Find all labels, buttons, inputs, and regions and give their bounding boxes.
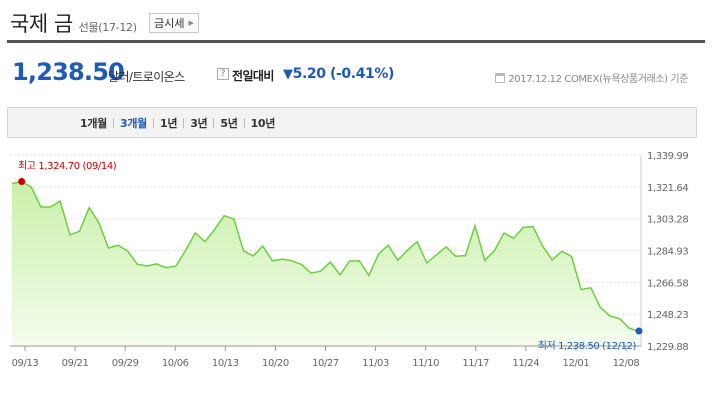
tab-1-month[interactable]: 1개월 — [80, 116, 107, 130]
price-unit: 달러/트로이온스 — [108, 70, 185, 84]
gold-price-button-label: 금시세 — [154, 17, 185, 30]
x-tick-label: 11/03 — [362, 358, 389, 369]
x-tick-label: 12/01 — [563, 358, 590, 369]
period-tabs: 1개월 3개월 1년 3년 5년 10년 — [7, 107, 697, 138]
compare-label: 전일대비 — [232, 69, 274, 83]
contract-subtitle: 선물(17-12) — [78, 21, 137, 34]
calendar-icon — [495, 72, 506, 83]
price-area — [12, 181, 639, 346]
tab-3-months[interactable]: 3개월 — [120, 116, 147, 130]
date-source-info: 2017.12.12 COMEX(뉴욕상품거래소) 기준 — [495, 70, 688, 85]
tab-1-year[interactable]: 1년 — [160, 116, 178, 130]
x-tick-label: 09/13 — [12, 358, 39, 369]
title-divider — [7, 40, 705, 43]
x-tick-label: 10/13 — [212, 358, 239, 369]
y-tick-label: 1,266.58 — [647, 278, 688, 289]
x-tick-label: 12/08 — [613, 358, 640, 369]
tab-divider — [243, 117, 245, 128]
price-summary: 1,238.50 달러/트로이온스 ? 전일대비 ▼5.20 (-0.41%) … — [12, 58, 702, 94]
chevron-right-icon: ▶ — [188, 19, 194, 27]
gold-price-button[interactable]: 금시세 ▶ — [149, 13, 199, 33]
down-triangle-icon: ▼ — [283, 67, 293, 82]
help-icon[interactable]: ? — [217, 68, 229, 80]
page-title: 국제 금 — [10, 12, 73, 36]
x-tick-label: 10/06 — [162, 358, 189, 369]
x-tick-label: 11/10 — [412, 358, 439, 369]
y-tick-label: 1,339.99 — [647, 151, 688, 162]
x-tick-label: 11/17 — [462, 358, 489, 369]
low-point-marker — [635, 327, 643, 335]
y-tick-label: 1,229.88 — [647, 342, 688, 353]
tab-divider — [113, 117, 114, 128]
tab-3-years[interactable]: 3년 — [190, 116, 208, 130]
price-change: ▼5.20 (-0.41%) — [283, 66, 394, 82]
price-chart: 1,339.99 1,321.64 1,303.28 1,284.93 1,266.58… — [0, 145, 712, 404]
y-tick-label: 1,321.64 — [647, 183, 688, 194]
price-chart-svg: 1,339.99 1,321.64 1,303.28 1,284.93 1,266.58… — [10, 151, 689, 369]
x-tick-label: 09/29 — [112, 358, 139, 369]
title-row: 국제 금 선물(17-12) — [10, 8, 137, 38]
high-point-marker — [18, 178, 26, 186]
price-line — [11, 180, 640, 332]
tab-divider — [153, 117, 154, 128]
y-tick-label: 1,303.28 — [647, 215, 688, 226]
low-label: 최저 1,238.50 (12/12) — [538, 340, 637, 352]
tab-divider — [183, 117, 185, 128]
x-tick-label: 10/20 — [262, 358, 289, 369]
x-tick-label: 11/24 — [512, 358, 539, 369]
tab-10-years[interactable]: 10년 — [250, 116, 276, 130]
high-label: 최고 1,324.70 (09/14) — [18, 160, 117, 172]
date-source-text: 2017.12.12 COMEX(뉴욕상품거래소) 기준 — [508, 74, 688, 85]
x-tick-label: 09/21 — [62, 358, 89, 369]
y-tick-label: 1,248.23 — [647, 310, 688, 321]
tab-5-years[interactable]: 5년 — [220, 116, 238, 130]
x-tick-label: 10/27 — [312, 358, 339, 369]
current-price: 1,238.50 — [12, 58, 125, 86]
tab-divider — [213, 117, 215, 128]
y-tick-label: 1,284.93 — [647, 247, 688, 258]
price-change-value: 5.20 (-0.41%) — [292, 66, 395, 82]
